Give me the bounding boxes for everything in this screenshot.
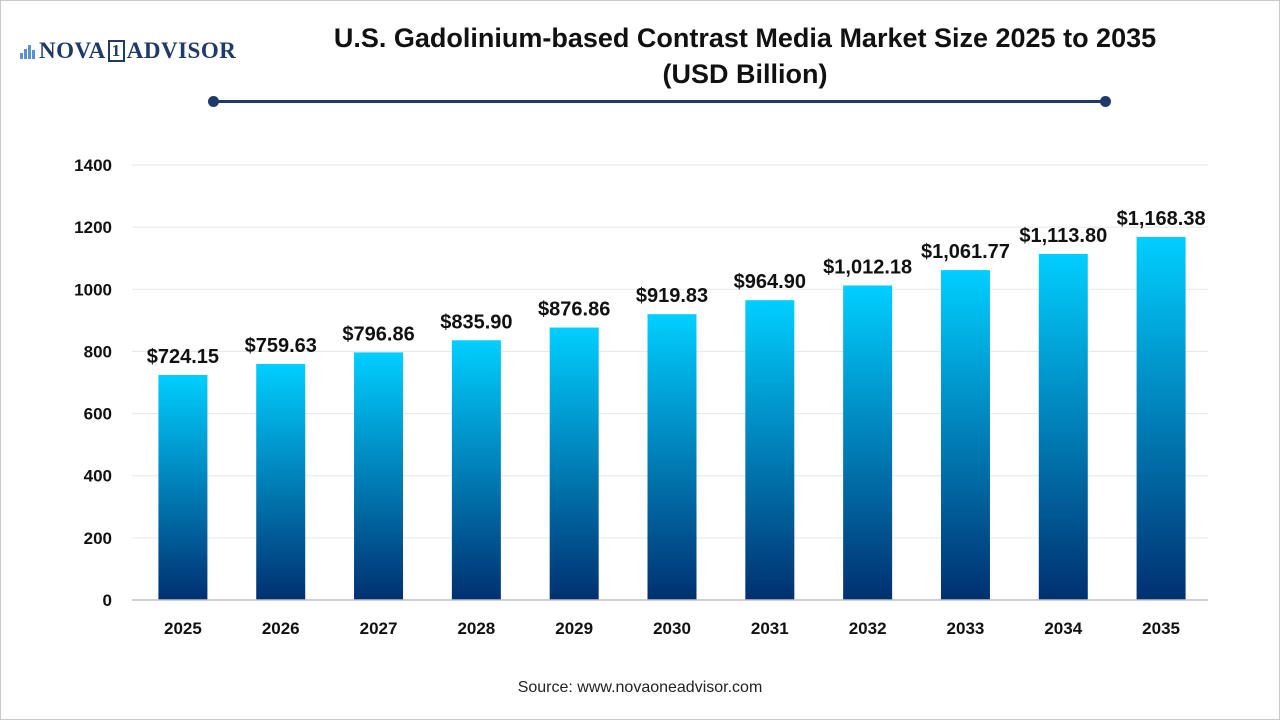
bar bbox=[549, 327, 599, 600]
bar bbox=[256, 363, 306, 600]
chart-title: U.S. Gadolinium-based Contrast Media Mar… bbox=[250, 20, 1240, 92]
data-label: $1,012.18 bbox=[823, 257, 912, 279]
bar bbox=[843, 285, 893, 600]
y-tick-label: 600 bbox=[84, 405, 112, 424]
x-tick-label: 2028 bbox=[457, 619, 495, 638]
bar bbox=[354, 352, 404, 600]
x-tick-label: 2026 bbox=[262, 619, 300, 638]
x-tick-label: 2031 bbox=[751, 619, 789, 638]
bar bbox=[940, 270, 990, 600]
y-axis-ticks: 0 200 400 600 800 1000 1200 1400 bbox=[74, 156, 112, 610]
data-label: $964.90 bbox=[734, 271, 806, 293]
x-tick-label: 2035 bbox=[1142, 619, 1180, 638]
bar bbox=[451, 340, 501, 600]
y-tick-label: 1200 bbox=[74, 218, 112, 237]
x-tick-label: 2027 bbox=[360, 619, 398, 638]
title-underline bbox=[213, 100, 1106, 103]
brand-logo: NOVA 1 ADVISOR bbox=[20, 38, 236, 64]
logo-bars-icon bbox=[20, 43, 36, 59]
data-label: $796.86 bbox=[342, 323, 414, 345]
x-tick-label: 2025 bbox=[164, 619, 202, 638]
data-label: $919.83 bbox=[636, 285, 708, 307]
x-tick-label: 2030 bbox=[653, 619, 691, 638]
bar bbox=[1038, 253, 1088, 600]
brand-name-left: NOVA bbox=[39, 38, 106, 63]
y-tick-label: 800 bbox=[84, 342, 112, 361]
data-label: $1,168.38 bbox=[1117, 208, 1206, 230]
y-tick-label: 200 bbox=[84, 529, 112, 548]
x-tick-label: 2029 bbox=[555, 619, 593, 638]
bar bbox=[647, 314, 697, 600]
bar bbox=[745, 300, 795, 600]
title-underline-dot-right bbox=[1100, 96, 1111, 107]
brand-name-mid: 1 bbox=[107, 40, 125, 62]
data-label: $759.63 bbox=[245, 335, 317, 357]
data-label: $876.86 bbox=[538, 299, 610, 321]
source-note: Source: www.novaoneadvisor.com bbox=[517, 679, 763, 696]
chart-title-line2: (USD Billion) bbox=[662, 59, 828, 89]
bar bbox=[1136, 236, 1186, 600]
x-tick-label: 2034 bbox=[1044, 619, 1082, 638]
bars bbox=[158, 236, 1186, 600]
y-tick-label: 1400 bbox=[74, 156, 112, 175]
data-label: $1,113.80 bbox=[1019, 225, 1107, 247]
y-tick-label: 0 bbox=[103, 591, 112, 610]
title-underline-dot-left bbox=[208, 96, 219, 107]
data-label: $1,061.77 bbox=[921, 241, 1010, 263]
data-label: $724.15 bbox=[147, 346, 219, 368]
chart-title-line1: U.S. Gadolinium-based Contrast Media Mar… bbox=[333, 23, 1157, 53]
y-tick-label: 1000 bbox=[74, 280, 112, 299]
y-tick-label: 400 bbox=[84, 467, 112, 486]
x-tick-label: 2032 bbox=[849, 619, 887, 638]
brand-name-right: ADVISOR bbox=[126, 38, 237, 63]
x-axis-ticks: 2025 2026 2027 2028 2029 2030 2031 2032 2033 2034… bbox=[164, 619, 1180, 638]
bar bbox=[158, 374, 208, 600]
x-tick-label: 2033 bbox=[947, 619, 985, 638]
data-label: $835.90 bbox=[440, 311, 512, 333]
data-labels: $724.15 $759.63 $796.86 $835.90 $876.86 $919.… bbox=[147, 208, 1206, 368]
